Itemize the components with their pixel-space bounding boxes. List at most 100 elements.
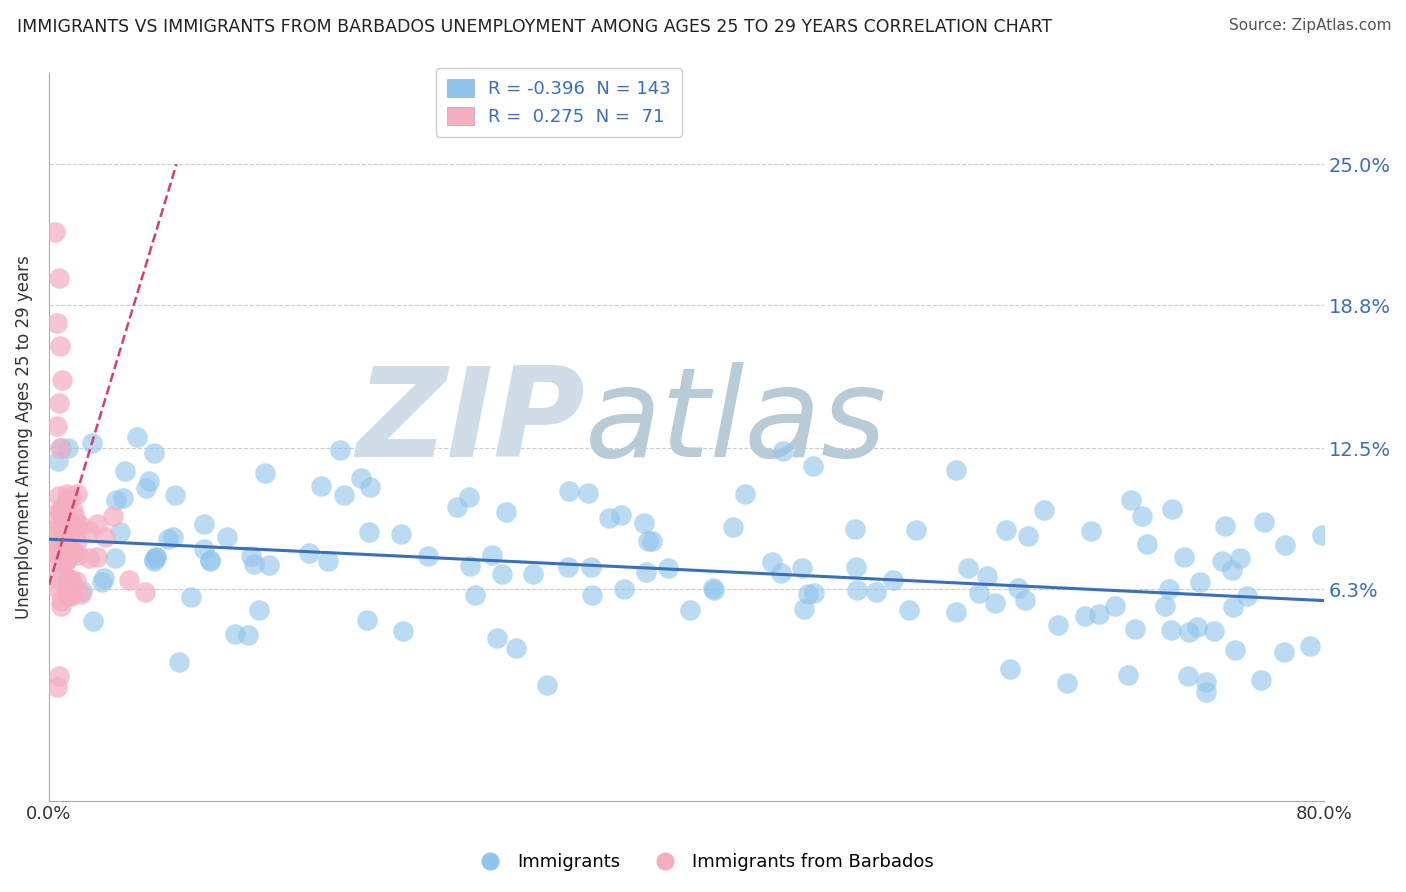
Point: [1177, 668, 1199, 682]
Point: [55, 583, 77, 598]
Point: [1222, 563, 1244, 577]
Point: [984, 596, 1007, 610]
Point: [200, 553, 222, 567]
Point: [56, 442, 79, 456]
Point: [48, 668, 70, 682]
Point: [721, 520, 744, 534]
Point: [1204, 624, 1226, 639]
Point: [42, 539, 65, 553]
Point: [55, 517, 77, 532]
Point: [998, 662, 1021, 676]
Point: [46, 453, 69, 467]
Point: [77, 550, 100, 565]
Point: [772, 444, 794, 458]
Point: [138, 474, 160, 488]
Point: [657, 561, 679, 575]
Point: [1056, 676, 1078, 690]
Point: [51, 532, 73, 546]
Point: [86, 517, 108, 532]
Point: [51, 507, 73, 521]
Point: [93, 571, 115, 585]
Point: [247, 603, 270, 617]
Point: [44, 225, 66, 239]
Point: [60, 586, 83, 600]
Point: [58, 492, 80, 507]
Point: [1073, 609, 1095, 624]
Point: [416, 549, 439, 564]
Point: [1121, 493, 1143, 508]
Point: [1116, 667, 1139, 681]
Point: [1154, 599, 1177, 613]
Point: [309, 479, 332, 493]
Point: [679, 603, 702, 617]
Point: [239, 549, 262, 563]
Point: [598, 511, 620, 525]
Point: [118, 574, 141, 588]
Point: [769, 566, 792, 580]
Point: [145, 549, 167, 564]
Point: [44, 571, 66, 585]
Point: [243, 557, 266, 571]
Point: [945, 463, 967, 477]
Point: [236, 628, 259, 642]
Point: [391, 624, 413, 638]
Point: [845, 582, 868, 597]
Point: [803, 586, 825, 600]
Point: [59, 524, 82, 538]
Point: [734, 487, 756, 501]
Point: [105, 492, 128, 507]
Point: [91, 575, 114, 590]
Point: [845, 559, 868, 574]
Point: [1195, 684, 1218, 698]
Point: [49, 506, 72, 520]
Point: [66, 517, 89, 532]
Point: [63, 510, 86, 524]
Point: [967, 586, 990, 600]
Point: [145, 549, 167, 564]
Point: [486, 631, 509, 645]
Point: [1299, 640, 1322, 654]
Point: [41, 541, 63, 556]
Point: [356, 613, 378, 627]
Point: [1087, 607, 1109, 622]
Point: [49, 593, 72, 607]
Point: [1007, 582, 1029, 596]
Point: [495, 505, 517, 519]
Point: [803, 458, 825, 473]
Point: [522, 566, 544, 581]
Point: [53, 532, 76, 546]
Point: [49, 339, 72, 353]
Point: [55, 586, 77, 600]
Point: [48, 489, 70, 503]
Point: [45, 316, 67, 330]
Point: [59, 490, 82, 504]
Point: [56, 579, 79, 593]
Point: [458, 490, 481, 504]
Point: [101, 509, 124, 524]
Point: [761, 555, 783, 569]
Point: [55, 523, 77, 537]
Point: [180, 590, 202, 604]
Point: [1187, 620, 1209, 634]
Point: [994, 524, 1017, 538]
Point: [143, 554, 166, 568]
Point: [49, 518, 72, 533]
Point: [215, 531, 238, 545]
Point: [882, 573, 904, 587]
Point: [55, 554, 77, 568]
Point: [156, 532, 179, 546]
Point: [359, 480, 381, 494]
Point: [58, 541, 80, 555]
Point: [55, 511, 77, 525]
Point: [70, 584, 93, 599]
Point: [1310, 528, 1333, 542]
Point: [104, 551, 127, 566]
Point: [49, 442, 72, 456]
Point: [66, 548, 89, 562]
Point: [59, 574, 82, 588]
Point: [446, 500, 468, 515]
Point: [70, 587, 93, 601]
Point: [1014, 593, 1036, 607]
Legend: Immigrants, Immigrants from Barbados: Immigrants, Immigrants from Barbados: [464, 847, 942, 879]
Y-axis label: Unemployment Among Ages 25 to 29 years: Unemployment Among Ages 25 to 29 years: [15, 255, 32, 619]
